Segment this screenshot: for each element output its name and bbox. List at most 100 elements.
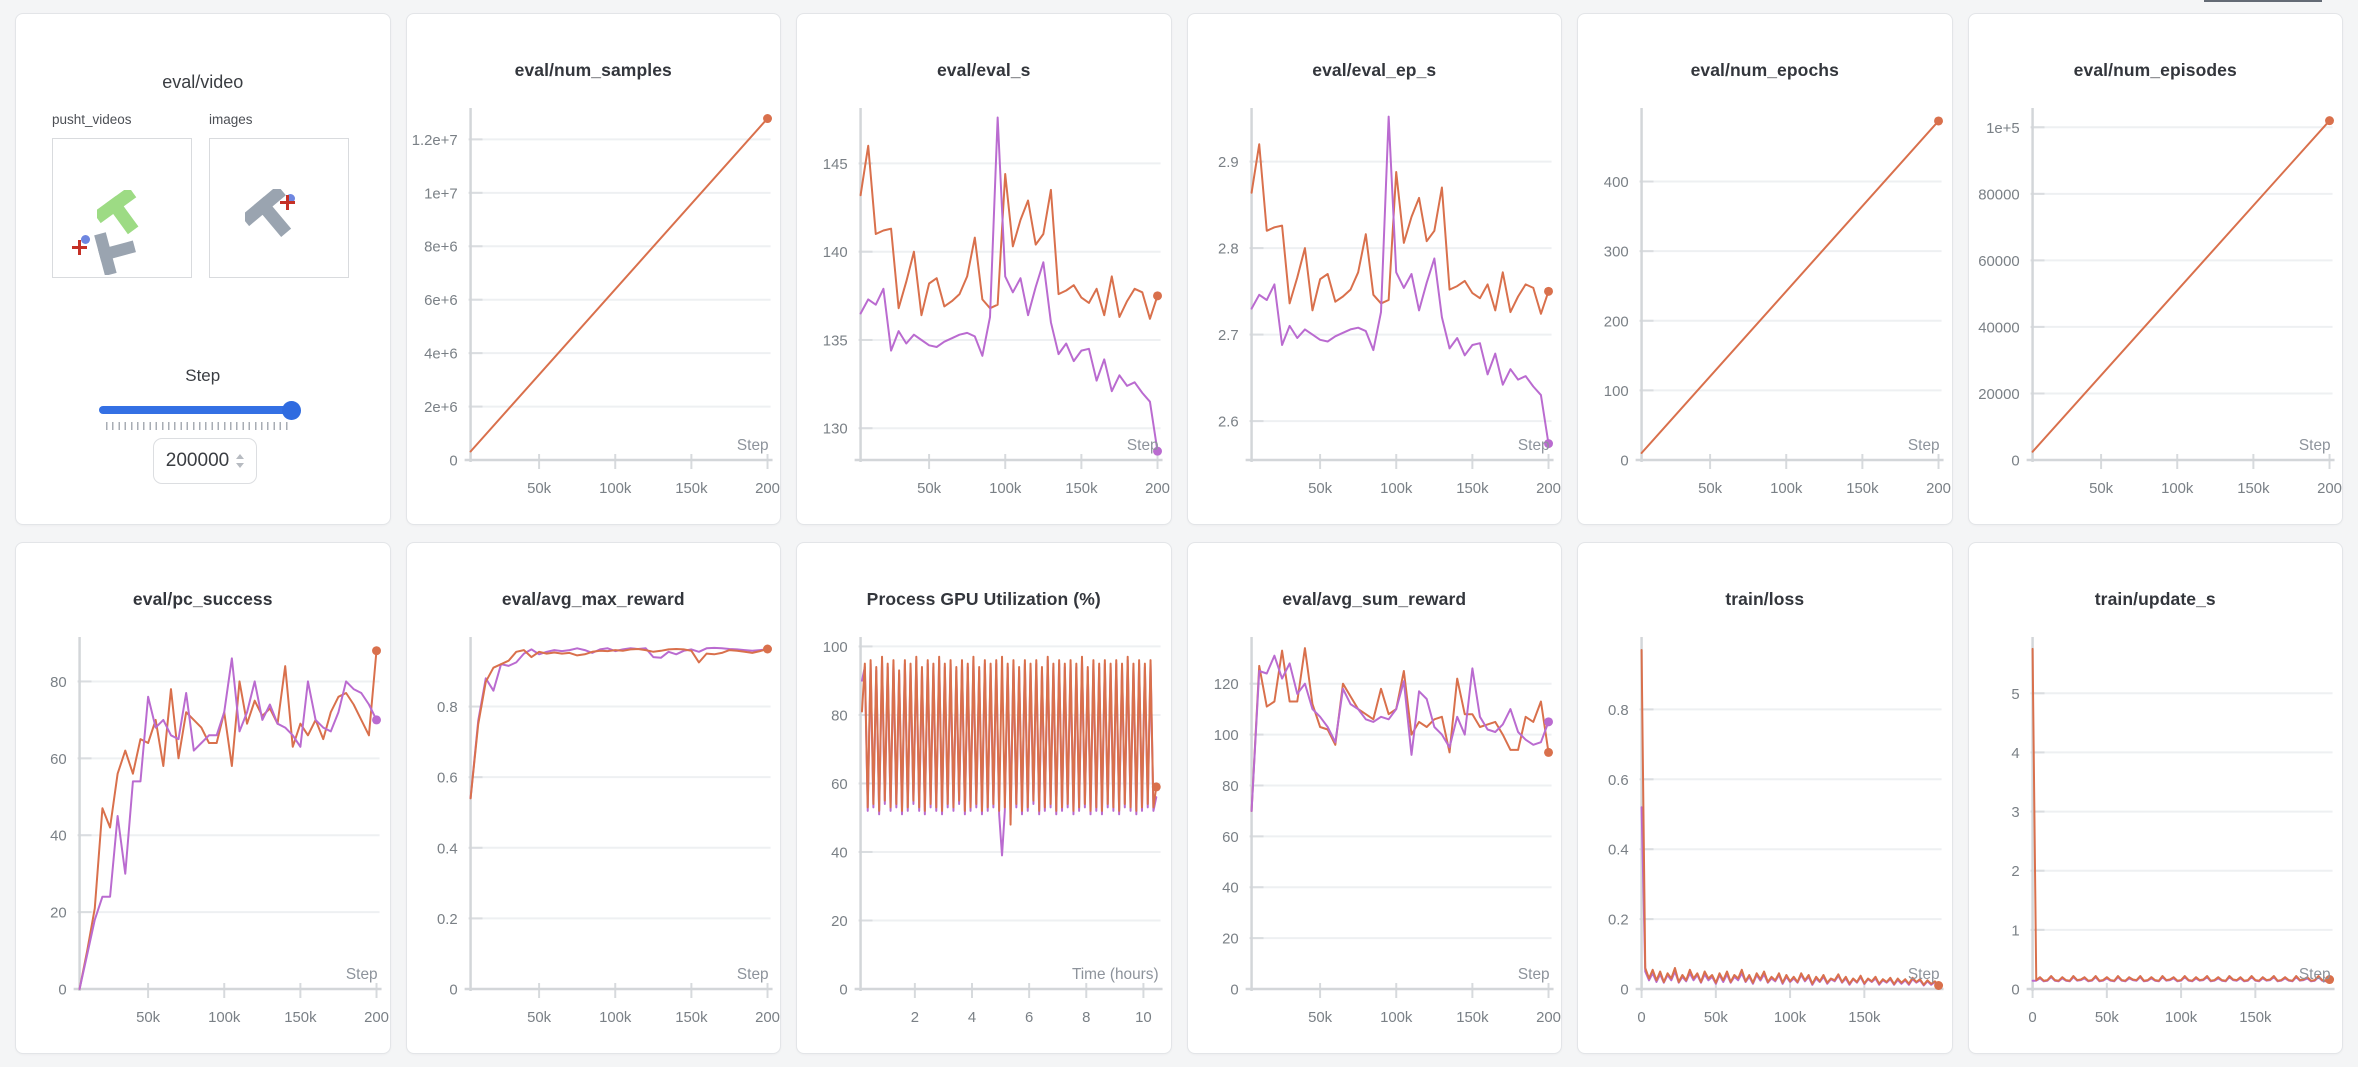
svg-text:20: 20 [1222,931,1239,948]
chart-title: train/loss [1725,589,1805,609]
svg-text:150k: 150k [284,1009,317,1026]
svg-text:150k: 150k [1456,480,1489,497]
svg-text:Step: Step [1517,966,1549,983]
panel-eval-pc-success: eval/pc_success 0 20 40 60 80 50k 100k 150k 200 S… [15,542,391,1054]
step-value: 200000 [165,450,230,471]
svg-text:100k: 100k [1380,480,1413,497]
svg-text:Step: Step [736,966,768,983]
svg-text:Step: Step [346,966,378,983]
svg-text:100k: 100k [2164,1009,2197,1026]
panel-train-loss: train/loss 0 0.2 0.4 0.6 0.8 0 50k 100k 150k Step [1577,542,1953,1054]
panel-eval-eval-ep-s: eval/eval_ep_s 2.6 2.7 2.8 2.9 50k 100k 150k 20… [1186,13,1562,525]
svg-text:50k: 50k [1308,1009,1333,1026]
stepper-arrows[interactable] [236,454,245,468]
chart-eval-avg-max-reward[interactable]: 0 0.2 0.4 0.6 0.8 50k 100k 150k 200 Step [407,543,781,1053]
svg-text:Step: Step [1127,437,1159,454]
svg-text:200: 200 [2317,480,2342,497]
svg-text:0: 0 [2011,452,2019,469]
svg-text:100: 100 [823,639,848,656]
svg-text:Step: Step [1908,966,1940,983]
svg-text:80000: 80000 [1978,186,2019,203]
svg-text:100k: 100k [1380,1009,1413,1026]
svg-text:2: 2 [911,1009,919,1026]
svg-text:10: 10 [1135,1009,1152,1026]
chart-eval-eval-ep-s[interactable]: 2.6 2.7 2.8 2.9 50k 100k 150k 200 Step [1188,14,1562,524]
svg-text:150k: 150k [2237,480,2270,497]
svg-text:40000: 40000 [1978,319,2019,336]
chart-eval-num-episodes[interactable]: 0 20000 40000 60000 80000 1e+5 50k 100k 150k 200 S… [1969,14,2343,524]
panel-process-gpu-utilization: Process GPU Utilization (%) 0 20 40 60 80 100… [796,542,1172,1054]
svg-text:40: 40 [50,828,67,845]
chart-train-update-s[interactable]: 0 1 2 3 4 5 0 50k 100k 150k Step [1969,543,2343,1053]
svg-text:0: 0 [449,452,457,469]
svg-text:100: 100 [1604,383,1629,400]
svg-text:0.6: 0.6 [436,770,457,787]
chart-title: eval/num_epochs [1690,60,1839,80]
svg-text:150k: 150k [675,480,708,497]
chart-title: eval/num_episodes [2073,60,2237,80]
media-panel-title: eval/video [162,72,244,92]
chart-eval-pc-success[interactable]: 0 20 40 60 80 50k 100k 150k 200 Step [16,543,390,1053]
chart-title: eval/avg_sum_reward [1282,589,1467,609]
svg-text:0: 0 [1230,981,1238,998]
svg-text:3: 3 [2011,804,2019,821]
svg-text:0.4: 0.4 [1608,842,1629,859]
svg-text:2.8: 2.8 [1217,241,1238,258]
svg-text:20: 20 [50,905,67,922]
svg-text:140: 140 [823,244,848,261]
svg-text:0: 0 [449,981,457,998]
svg-text:145: 145 [823,156,848,173]
svg-text:130: 130 [823,421,848,438]
panel-eval-num-epochs: eval/num_epochs 0 100 200 300 400 50k 100k 150k… [1577,13,1953,525]
chart-title: eval/pc_success [132,589,273,609]
svg-text:0: 0 [1637,1009,1645,1026]
svg-text:200: 200 [1926,480,1951,497]
chart-title: Process GPU Utilization (%) [866,589,1101,609]
svg-text:200: 200 [1604,313,1629,330]
chart-eval-avg-sum-reward[interactable]: 0 20 40 60 80 100 120 50k 100k 150k 200 Step [1188,543,1562,1053]
svg-text:200: 200 [755,480,780,497]
chart-eval-eval-s[interactable]: 130 135 140 145 50k 100k 150k 200 Step [797,14,1171,524]
svg-text:1: 1 [2011,922,2019,939]
svg-text:0.2: 0.2 [436,911,457,928]
panel-eval-num-samples: eval/num_samples 0 2e+6 4e+6 6e+6 8e+6 1e+7 1.… [405,13,781,525]
svg-text:100: 100 [1213,727,1238,744]
agent-dot [286,194,295,203]
svg-text:120: 120 [1213,676,1238,693]
step-slider-track[interactable] [99,406,295,414]
target-cross [280,195,295,210]
chart-train-loss[interactable]: 0 0.2 0.4 0.6 0.8 0 50k 100k 150k Step [1578,543,1952,1053]
media-thumbnail-images[interactable] [209,138,349,278]
svg-text:5: 5 [2011,686,2019,703]
step-number-input[interactable]: 200000 [153,438,257,484]
svg-text:Step: Step [1517,437,1549,454]
svg-text:80: 80 [50,674,67,691]
chart-eval-num-samples[interactable]: 0 2e+6 4e+6 6e+6 8e+6 1e+7 1.2e+7 50k 100k 150k 20… [407,14,781,524]
svg-text:400: 400 [1604,174,1629,191]
chart-title: eval/num_samples [514,60,672,80]
svg-text:0: 0 [2011,981,2019,998]
svg-text:50k: 50k [1704,1009,1729,1026]
svg-text:0: 0 [839,981,847,998]
svg-text:100k: 100k [208,1009,241,1026]
svg-text:2: 2 [2011,863,2019,880]
svg-text:100k: 100k [989,480,1022,497]
svg-text:200: 200 [1145,480,1170,497]
svg-text:300: 300 [1604,244,1629,261]
media-thumbnail-pusht-videos[interactable] [52,138,192,278]
step-slider-tick-ruler [106,422,288,430]
step-up-icon[interactable] [236,454,245,459]
svg-text:40: 40 [831,844,848,861]
svg-text:0: 0 [2028,1009,2036,1026]
chart-process-gpu-utilization[interactable]: 0 20 40 60 80 100 2 4 6 8 10 Time (hours) [797,543,1171,1053]
step-down-icon[interactable] [236,463,245,468]
svg-text:50k: 50k [136,1009,161,1026]
svg-text:Time (hours): Time (hours) [1072,966,1159,983]
chart-eval-num-epochs[interactable]: 0 100 200 300 400 50k 100k 150k 200 Step [1578,14,1952,524]
chart-title: eval/eval_s [936,60,1031,80]
svg-text:1e+5: 1e+5 [1986,120,2020,137]
step-slider-thumb[interactable] [282,401,301,420]
svg-text:50k: 50k [527,1009,552,1026]
svg-text:0: 0 [1620,452,1628,469]
panel-eval-eval-s: eval/eval_s 130 135 140 145 50k 100k 150k 200 St… [796,13,1172,525]
